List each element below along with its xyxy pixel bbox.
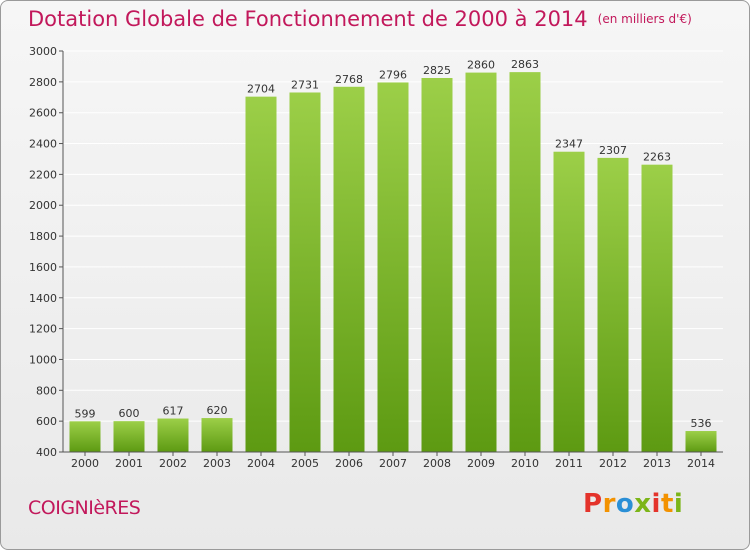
x-tick-label-2003: 2003 [203,457,231,470]
bar-2006 [333,86,365,452]
value-label-2012: 2307 [599,144,627,157]
y-tick-label-1000: 1000 [29,353,57,366]
value-label-2000: 599 [75,407,96,420]
axes: 400 600 800 1000 1200 1400 1600 1800 2000 2200 240… [29,45,723,470]
logo-letter: i [651,489,661,519]
value-label-2004: 2704 [247,83,275,96]
y-tick-label-400: 400 [36,446,57,459]
y-tick-label-1400: 1400 [29,292,57,305]
x-tick-label-2002: 2002 [159,457,187,470]
bar-2000 [69,421,101,452]
logo-letter: o [615,489,635,519]
bar-2001 [113,421,145,452]
x-tick-label-2009: 2009 [467,457,495,470]
value-label-2014: 536 [691,417,712,430]
y-tick-label-1600: 1600 [29,261,57,274]
bar-2008 [421,77,453,452]
x-tick-label-2010: 2010 [511,457,539,470]
bars [69,72,717,453]
bar-2010 [509,72,541,453]
x-tick-label-2005: 2005 [291,457,319,470]
chart-unit: (en milliers d'€) [597,12,692,26]
x-tick-label-2014: 2014 [687,457,715,470]
value-label-2011: 2347 [555,138,583,151]
x-tick-label-2008: 2008 [423,457,451,470]
y-tick-label-2800: 2800 [29,76,57,89]
x-tick-label-2001: 2001 [115,457,143,470]
bar-2009 [465,72,497,452]
x-tick-label-2013: 2013 [643,457,671,470]
x-tick-label-2004: 2004 [247,457,275,470]
bar-2007 [377,82,409,452]
value-label-2005: 2731 [291,78,319,91]
chart-title: Dotation Globale de Fonctionnement de 20… [28,7,692,31]
logo-letter: r [602,489,616,519]
y-tick-label-1800: 1800 [29,230,57,243]
value-label-2006: 2768 [335,73,363,86]
value-label-2001: 600 [119,407,140,420]
x-tick-label-2007: 2007 [379,457,407,470]
y-tick-label-1200: 1200 [29,323,57,336]
commune-name: COIGNIèRES [28,497,141,519]
bar-2013 [641,164,673,452]
chart-title-text: Dotation Globale de Fonctionnement de 20… [28,7,588,31]
y-tick-label-2400: 2400 [29,138,57,151]
bar-2003 [201,418,233,452]
x-tick-label-2012: 2012 [599,457,627,470]
bar-2002 [157,418,189,452]
value-label-2007: 2796 [379,68,407,81]
bar-2004 [245,96,277,452]
x-tick-label-2006: 2006 [335,457,363,470]
value-label-2003: 620 [207,404,228,417]
value-label-2009: 2860 [467,59,495,72]
y-tick-label-600: 600 [36,415,57,428]
value-label-2002: 617 [163,405,184,418]
proxiti-logo: Proxiti [583,489,683,519]
value-label-2013: 2263 [643,151,671,164]
x-tick-label-2011: 2011 [555,457,583,470]
y-tick-label-3000: 3000 [29,45,57,58]
logo-letter: P [583,489,603,519]
x-tick-label-2000: 2000 [71,457,99,470]
bar-2012 [597,157,629,452]
y-tick-label-800: 800 [36,384,57,397]
y-tick-label-2200: 2200 [29,168,57,181]
logo-letter: x [634,489,652,519]
logo-letter: t [660,489,674,519]
bar-chart: 599 600 617 620 2704 2731 2768 2796 2825 2860 2863… [29,45,723,470]
value-label-2008: 2825 [423,64,451,77]
y-tick-label-2600: 2600 [29,107,57,120]
value-labels: 599 600 617 620 2704 2731 2768 2796 2825 2860 2863… [75,58,712,430]
value-label-2010: 2863 [511,58,539,71]
bar-2014 [685,431,717,452]
logo-letter: i [673,489,684,519]
bar-2005 [289,92,321,453]
bar-2011 [553,151,585,452]
y-tick-label-2000: 2000 [29,199,57,212]
